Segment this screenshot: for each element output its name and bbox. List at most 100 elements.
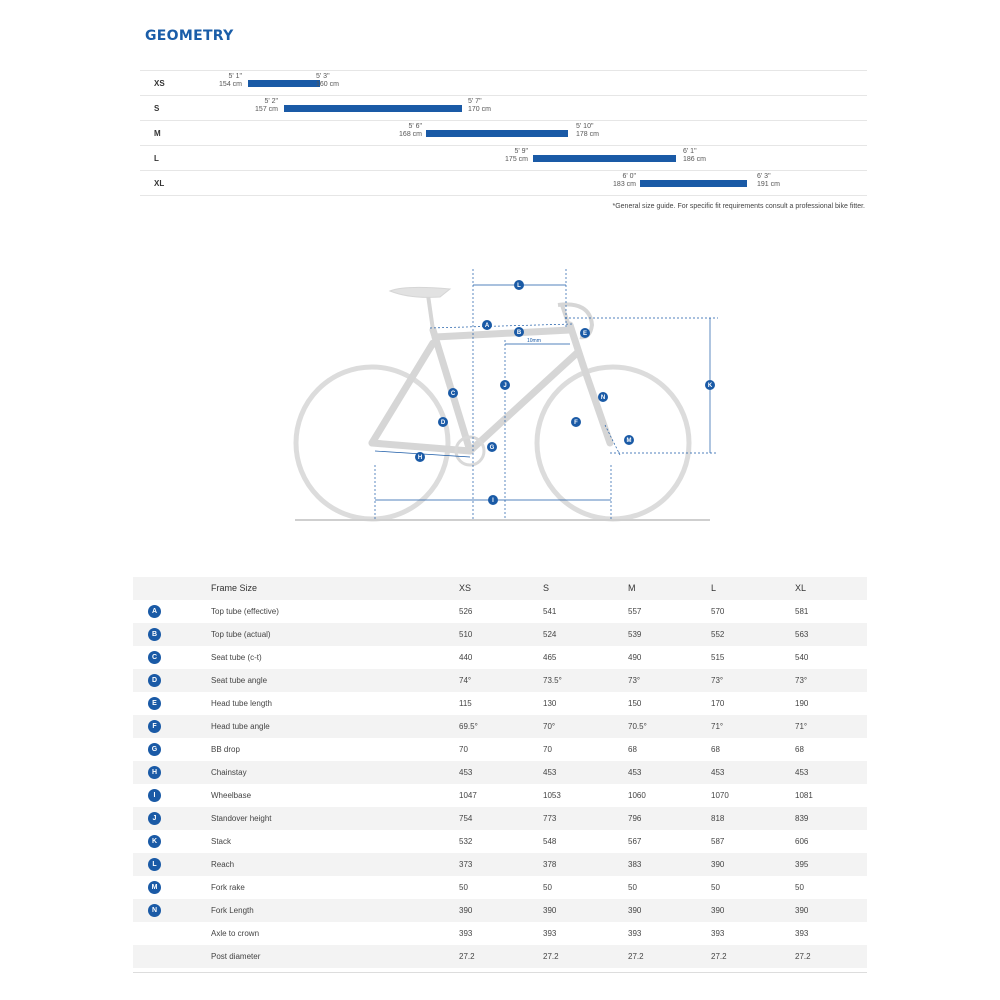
size-label: M (154, 129, 161, 138)
row-value: 839 (795, 814, 809, 823)
table-header: Frame Size XS S M L XL (133, 577, 867, 600)
svg-text:I: I (492, 498, 494, 504)
row-value: 552 (711, 630, 725, 639)
max-height-label: 6' 1" 186 cm (683, 148, 706, 163)
row-value: 390 (628, 906, 642, 915)
row-label: Head tube angle (211, 722, 270, 731)
row-value: 73° (795, 676, 808, 685)
table-row: L Reach 373 378 383 390 395 (133, 853, 867, 876)
marker-b: B (514, 327, 524, 337)
row-value: 393 (795, 929, 809, 938)
min-height-label: 5' 1" 154 cm (219, 73, 242, 88)
row-value: 606 (795, 837, 809, 846)
row-value: 373 (459, 860, 473, 869)
table-row: D Seat tube angle 74° 73.5° 73° 73° 73° (133, 669, 867, 692)
row-label: Top tube (actual) (211, 630, 271, 639)
row-value: 68 (795, 745, 804, 754)
size-range-bar (284, 105, 462, 112)
row-value: 393 (459, 929, 473, 938)
seatstay (368, 339, 437, 447)
row-value: 1070 (711, 791, 729, 800)
row-value: 69.5° (459, 722, 478, 731)
row-value: 453 (459, 768, 473, 777)
row-label: Seat tube angle (211, 676, 268, 685)
max-height-label: 5' 7" 170 cm (468, 98, 491, 113)
row-badge: N (148, 904, 161, 917)
svg-text:K: K (708, 383, 713, 389)
max-height-label: 5' 3" 160 cm (316, 73, 339, 88)
row-value: 548 (543, 837, 557, 846)
header-size-l: L (711, 583, 717, 593)
min-height-label: 5' 6" 168 cm (399, 123, 422, 138)
row-value: 170 (711, 699, 725, 708)
row-badge: L (148, 858, 161, 871)
size-range-bar (640, 180, 747, 187)
row-label: Chainstay (211, 768, 247, 777)
header-frame-size: Frame Size (211, 583, 258, 593)
size-range-bar (248, 80, 320, 87)
row-value: 557 (628, 607, 642, 616)
max-height-label: 5' 10" 178 cm (576, 123, 599, 138)
row-badge: K (148, 835, 161, 848)
row-value: 27.2 (795, 952, 811, 961)
size-label: S (154, 104, 160, 113)
row-value: 1081 (795, 791, 813, 800)
header-size-xl: XL (795, 583, 807, 593)
size-label: XL (154, 179, 165, 188)
row-value: 541 (543, 607, 557, 616)
row-value: 70 (543, 745, 552, 754)
svg-text:M: M (627, 438, 632, 444)
size-row-m: M 5' 6" 168 cm 5' 10" 178 cm (140, 120, 867, 145)
row-value: 563 (795, 630, 809, 639)
row-value: 510 (459, 630, 473, 639)
size-footnote: *General size guide. For specific fit re… (612, 203, 865, 210)
row-value: 390 (543, 906, 557, 915)
row-value: 754 (459, 814, 473, 823)
row-value: 50 (628, 883, 637, 892)
table-row: A Top tube (effective) 526 541 557 570 581 (133, 600, 867, 623)
table-row: K Stack 532 548 567 587 606 (133, 830, 867, 853)
size-row-xs: XS 5' 1" 154 cm 5' 3" 160 cm (140, 70, 867, 95)
row-badge: C (148, 651, 161, 664)
row-value: 515 (711, 653, 725, 662)
head-tube (566, 321, 587, 369)
fork (579, 361, 614, 447)
row-value: 27.2 (628, 952, 644, 961)
min-height-label: 6' 0" 183 cm (613, 173, 636, 188)
row-value: 453 (711, 768, 725, 777)
svg-text:C: C (451, 391, 456, 397)
row-badge: E (148, 697, 161, 710)
size-label: L (154, 154, 159, 163)
row-label: Post diameter (211, 952, 261, 961)
row-label: Top tube (effective) (211, 607, 279, 616)
row-value: 818 (711, 814, 725, 823)
table-row: H Chainstay 453 453 453 453 453 (133, 761, 867, 784)
size-chart-bottom-rule (140, 195, 867, 196)
svg-text:E: E (583, 331, 587, 337)
row-badge: B (148, 628, 161, 641)
marker-m: M (624, 435, 634, 445)
table-row: E Head tube length 115 130 150 170 190 (133, 692, 867, 715)
row-badge: D (148, 674, 161, 687)
row-badge: G (148, 743, 161, 756)
row-value: 395 (795, 860, 809, 869)
marker-g: G (487, 442, 497, 452)
svg-text:N: N (601, 395, 605, 401)
stem-length-label: 10mm (527, 338, 541, 344)
svg-text:F: F (574, 420, 578, 426)
row-value: 524 (543, 630, 557, 639)
header-size-s: S (543, 583, 550, 593)
size-row-s: S 5' 2" 157 cm 5' 7" 170 cm (140, 95, 867, 120)
row-label: Seat tube (c-t) (211, 653, 262, 662)
table-row: G BB drop 70 70 68 68 68 (133, 738, 867, 761)
row-label: Fork Length (211, 906, 254, 915)
row-label: Wheelbase (211, 791, 252, 800)
row-badge: J (148, 812, 161, 825)
marker-n: N (598, 392, 608, 402)
row-value: 440 (459, 653, 473, 662)
row-value: 115 (459, 699, 472, 708)
size-range-bar (533, 155, 676, 162)
row-value: 383 (628, 860, 642, 869)
size-row-xl: XL 6' 0" 183 cm 6' 3" 191 cm (140, 170, 867, 195)
row-value: 587 (711, 837, 725, 846)
